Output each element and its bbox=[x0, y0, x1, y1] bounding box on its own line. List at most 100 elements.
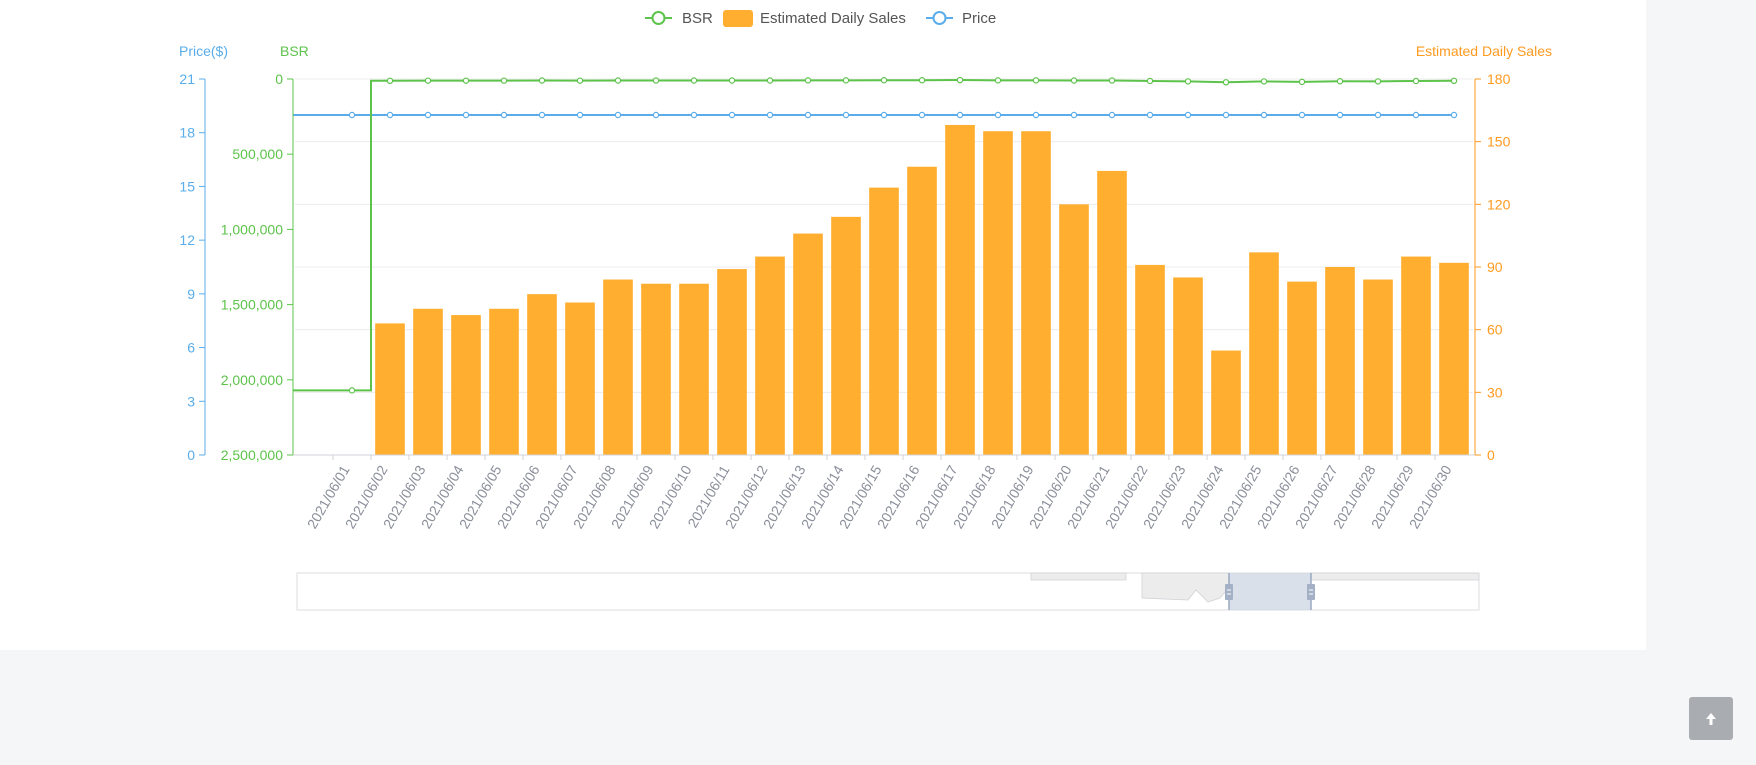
sales-bar bbox=[1135, 264, 1165, 455]
sales-bar bbox=[1401, 256, 1431, 455]
sales-bar bbox=[831, 216, 861, 455]
price-point bbox=[1412, 111, 1420, 119]
bsr-point bbox=[500, 77, 508, 84]
sales-bar bbox=[1021, 131, 1051, 455]
bsr-point bbox=[690, 77, 698, 84]
price-point bbox=[994, 111, 1002, 119]
sales-bar bbox=[375, 323, 405, 455]
sales-bar bbox=[907, 166, 937, 455]
sales-bar bbox=[413, 308, 443, 455]
zoom-handle-left[interactable] bbox=[1225, 584, 1233, 600]
bsr-point bbox=[880, 77, 888, 84]
price-point bbox=[614, 111, 622, 119]
bsr-point bbox=[1260, 78, 1268, 85]
sales-bar bbox=[1059, 204, 1089, 455]
legend-item-sales[interactable]: Estimated Daily Sales bbox=[723, 10, 906, 27]
sales-axis-title: Estimated Daily Sales bbox=[1416, 43, 1552, 59]
sales-bar bbox=[679, 283, 709, 455]
back-to-top-button[interactable] bbox=[1689, 697, 1733, 740]
bsr-point bbox=[1298, 78, 1306, 86]
price-tick-label: 15 bbox=[179, 178, 195, 194]
legend-item-price[interactable]: Price bbox=[926, 10, 996, 27]
price-point bbox=[652, 111, 660, 119]
price-point bbox=[804, 111, 812, 119]
bsr-point bbox=[538, 77, 546, 84]
chart: 2118151296300500,0001,000,0001,500,0002,… bbox=[179, 10, 1552, 611]
chart-panel: 21 18 15 12 9 6 3 0 0 500,000 1,000,000 1,500,000 2,… bbox=[179, 10, 1552, 611]
bsr-point bbox=[652, 77, 660, 84]
sales-bar bbox=[983, 131, 1013, 455]
bsr-point bbox=[1032, 77, 1040, 84]
sales-bar bbox=[1439, 262, 1469, 455]
price-point bbox=[1450, 111, 1458, 119]
bsr-tick-label: 500,000 bbox=[232, 146, 283, 162]
price-point bbox=[728, 111, 736, 119]
sales-bar bbox=[1325, 267, 1355, 455]
price-point bbox=[1374, 111, 1382, 119]
bsr-tick-label: 1,500,000 bbox=[221, 297, 283, 313]
sales-bar bbox=[1287, 281, 1317, 455]
zoom-handle-right[interactable] bbox=[1307, 584, 1315, 600]
price-point bbox=[1070, 111, 1078, 119]
price-point bbox=[1032, 111, 1040, 119]
sales-bar bbox=[945, 124, 975, 455]
price-point bbox=[1298, 111, 1306, 119]
price-tick-label: 21 bbox=[179, 71, 195, 87]
price-tick-label: 9 bbox=[187, 286, 195, 302]
legend-label-bsr: BSR bbox=[682, 10, 713, 27]
price-point bbox=[956, 111, 964, 119]
legend-item-bsr[interactable]: BSR bbox=[645, 10, 713, 27]
sales-bar bbox=[717, 269, 747, 455]
legend-label-price: Price bbox=[962, 10, 996, 27]
price-tick-label: 18 bbox=[179, 125, 195, 141]
price-point bbox=[424, 111, 432, 119]
price-point bbox=[462, 111, 470, 119]
price-point bbox=[1146, 111, 1154, 119]
legend-label-sales: Estimated Daily Sales bbox=[760, 10, 906, 27]
price-tick-label: 0 bbox=[187, 447, 195, 463]
sales-bar bbox=[1211, 350, 1241, 455]
sales-bar bbox=[603, 279, 633, 455]
sales-tick-label: 0 bbox=[1487, 447, 1495, 463]
price-point bbox=[1108, 111, 1116, 119]
sales-bar bbox=[1173, 277, 1203, 455]
price-point bbox=[690, 111, 698, 119]
sales-tick-label: 120 bbox=[1487, 196, 1511, 212]
bsr-point bbox=[1336, 78, 1344, 85]
sales-tick-label: 150 bbox=[1487, 134, 1511, 150]
bsr-point bbox=[1146, 77, 1154, 85]
price-tick-label: 6 bbox=[187, 340, 195, 356]
bsr-point bbox=[1222, 79, 1230, 86]
bsr-axis-title: BSR bbox=[280, 43, 309, 59]
zoom-window[interactable] bbox=[1229, 573, 1311, 610]
bsr-point bbox=[386, 77, 394, 85]
bsr-point bbox=[918, 77, 926, 84]
sales-bar bbox=[489, 308, 519, 455]
sales-bar bbox=[527, 294, 557, 455]
sales-bar bbox=[1097, 170, 1127, 455]
sales-tick-label: 90 bbox=[1487, 259, 1503, 275]
bsr-point bbox=[424, 77, 432, 84]
price-point bbox=[1336, 111, 1344, 119]
arrow-up-icon bbox=[1706, 712, 1716, 725]
bsr-point bbox=[1184, 78, 1192, 85]
price-point bbox=[766, 111, 774, 119]
price-point bbox=[1222, 111, 1230, 119]
price-point bbox=[538, 111, 546, 119]
price-point bbox=[348, 111, 356, 119]
bars-layer bbox=[375, 124, 1469, 455]
price-point bbox=[918, 111, 926, 119]
bsr-point bbox=[348, 387, 356, 394]
sales-bar bbox=[565, 302, 595, 455]
bsr-point bbox=[576, 77, 584, 84]
bsr-point bbox=[994, 77, 1002, 84]
price-point bbox=[386, 111, 394, 119]
bsr-point bbox=[766, 77, 774, 84]
bsr-point bbox=[614, 77, 622, 84]
bsr-point bbox=[804, 77, 812, 84]
sales-bar bbox=[869, 187, 899, 455]
bsr-point bbox=[842, 77, 850, 84]
data-zoom-slider[interactable] bbox=[296, 572, 1480, 611]
sales-bar bbox=[1363, 279, 1393, 455]
lines-layer bbox=[293, 76, 1458, 394]
